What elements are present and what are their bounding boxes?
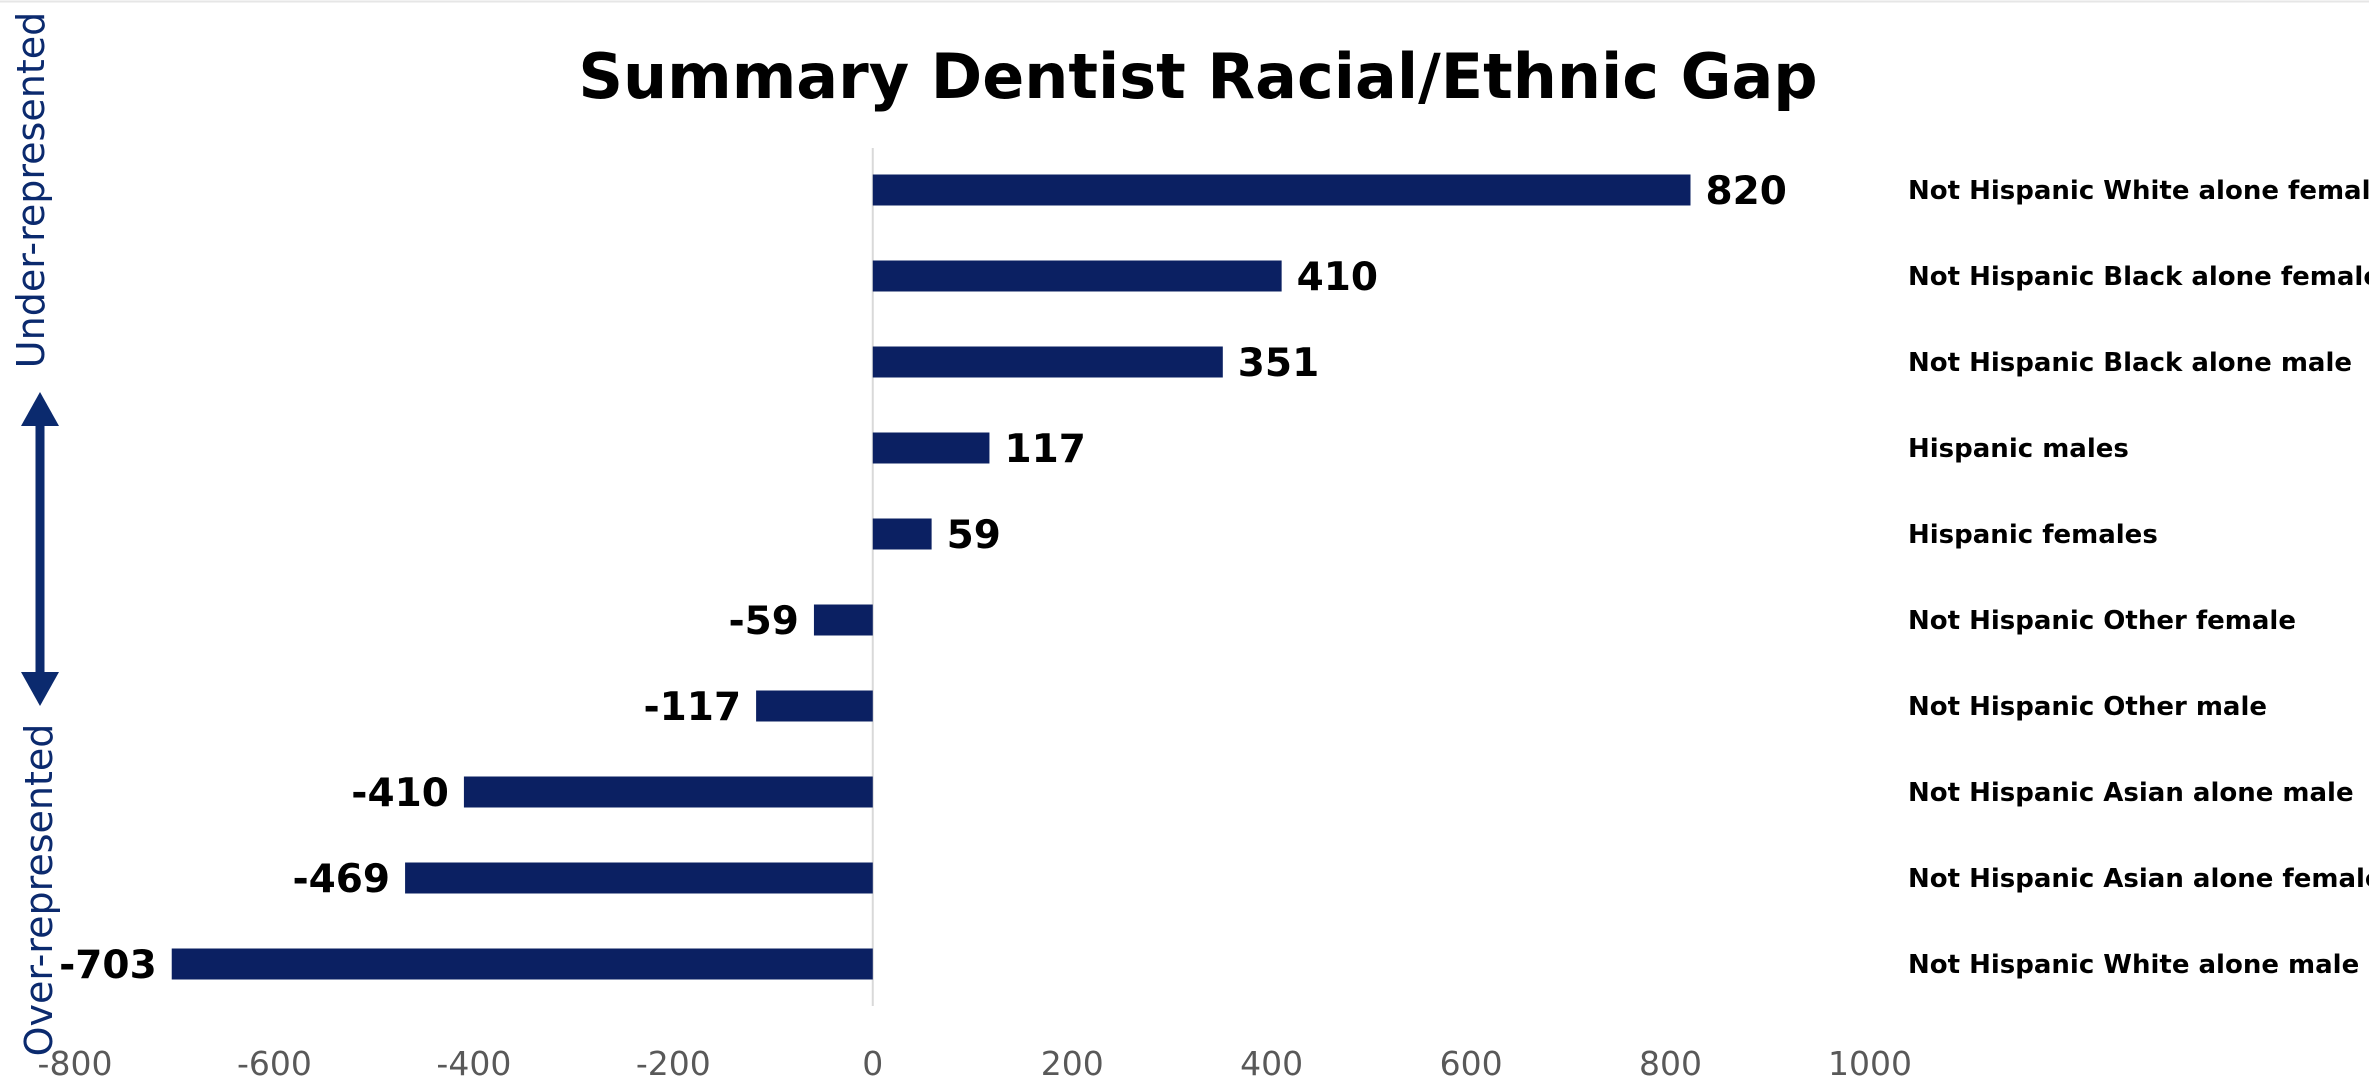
bar xyxy=(405,862,873,894)
category-label: Not Hispanic Black alone male xyxy=(1908,348,2352,378)
bar xyxy=(872,174,1691,206)
bar xyxy=(813,604,873,636)
chart-title: Summary Dentist Racial/Ethnic Gap xyxy=(578,40,1817,113)
data-label: -469 xyxy=(292,857,390,902)
x-tick-label: 800 xyxy=(1639,1044,1702,1080)
arrow-down-icon xyxy=(21,672,59,706)
x-tick-label: -800 xyxy=(38,1044,113,1080)
data-label: 820 xyxy=(1706,169,1787,214)
over-represented-label: Over-represented xyxy=(17,724,61,1057)
bar xyxy=(463,776,873,808)
category-label: Hispanic females xyxy=(1908,520,2158,550)
bar xyxy=(872,432,990,464)
data-label: -703 xyxy=(59,943,157,988)
bar xyxy=(756,690,873,722)
x-tick-label: -200 xyxy=(636,1044,711,1080)
bars-group xyxy=(171,174,1691,980)
data-label: -117 xyxy=(643,685,741,730)
x-tick-labels-group: -800 -600 -400 -200 0 200 400 600 800 1000 xyxy=(38,1044,1912,1080)
x-tick-label: 200 xyxy=(1041,1044,1104,1080)
bar xyxy=(872,346,1223,378)
category-label: Not Hispanic Other female xyxy=(1908,606,2296,636)
data-label: 59 xyxy=(947,513,1001,558)
data-label: -59 xyxy=(728,599,798,644)
category-label: Not Hispanic White alone male xyxy=(1908,950,2359,980)
x-tick-label: 600 xyxy=(1440,1044,1503,1080)
representation-arrow: Under-represented Over-represented xyxy=(9,12,61,1057)
category-label: Not Hispanic White alone female xyxy=(1908,176,2369,206)
bar xyxy=(171,948,873,980)
bar xyxy=(872,518,932,550)
x-tick-label: 400 xyxy=(1240,1044,1303,1080)
category-label: Not Hispanic Other male xyxy=(1908,692,2267,722)
category-labels-group: Not Hispanic White alone female Not Hispa… xyxy=(1908,176,2369,980)
x-tick-label: 0 xyxy=(862,1044,883,1080)
data-label: 117 xyxy=(1004,427,1085,472)
bar xyxy=(872,260,1282,292)
x-tick-label: -400 xyxy=(436,1044,511,1080)
data-label: 410 xyxy=(1297,255,1378,300)
under-represented-label: Under-represented xyxy=(9,12,53,368)
category-label: Not Hispanic Asian alone male xyxy=(1908,778,2354,808)
category-label: Hispanic males xyxy=(1908,434,2129,464)
category-label: Not Hispanic Asian alone female xyxy=(1908,864,2369,894)
data-label: -410 xyxy=(351,771,449,816)
category-label: Not Hispanic Black alone female xyxy=(1908,262,2369,292)
arrow-up-icon xyxy=(21,392,59,426)
x-tick-label: 1000 xyxy=(1828,1044,1912,1080)
data-label: 351 xyxy=(1238,341,1319,386)
x-tick-label: -600 xyxy=(237,1044,312,1080)
